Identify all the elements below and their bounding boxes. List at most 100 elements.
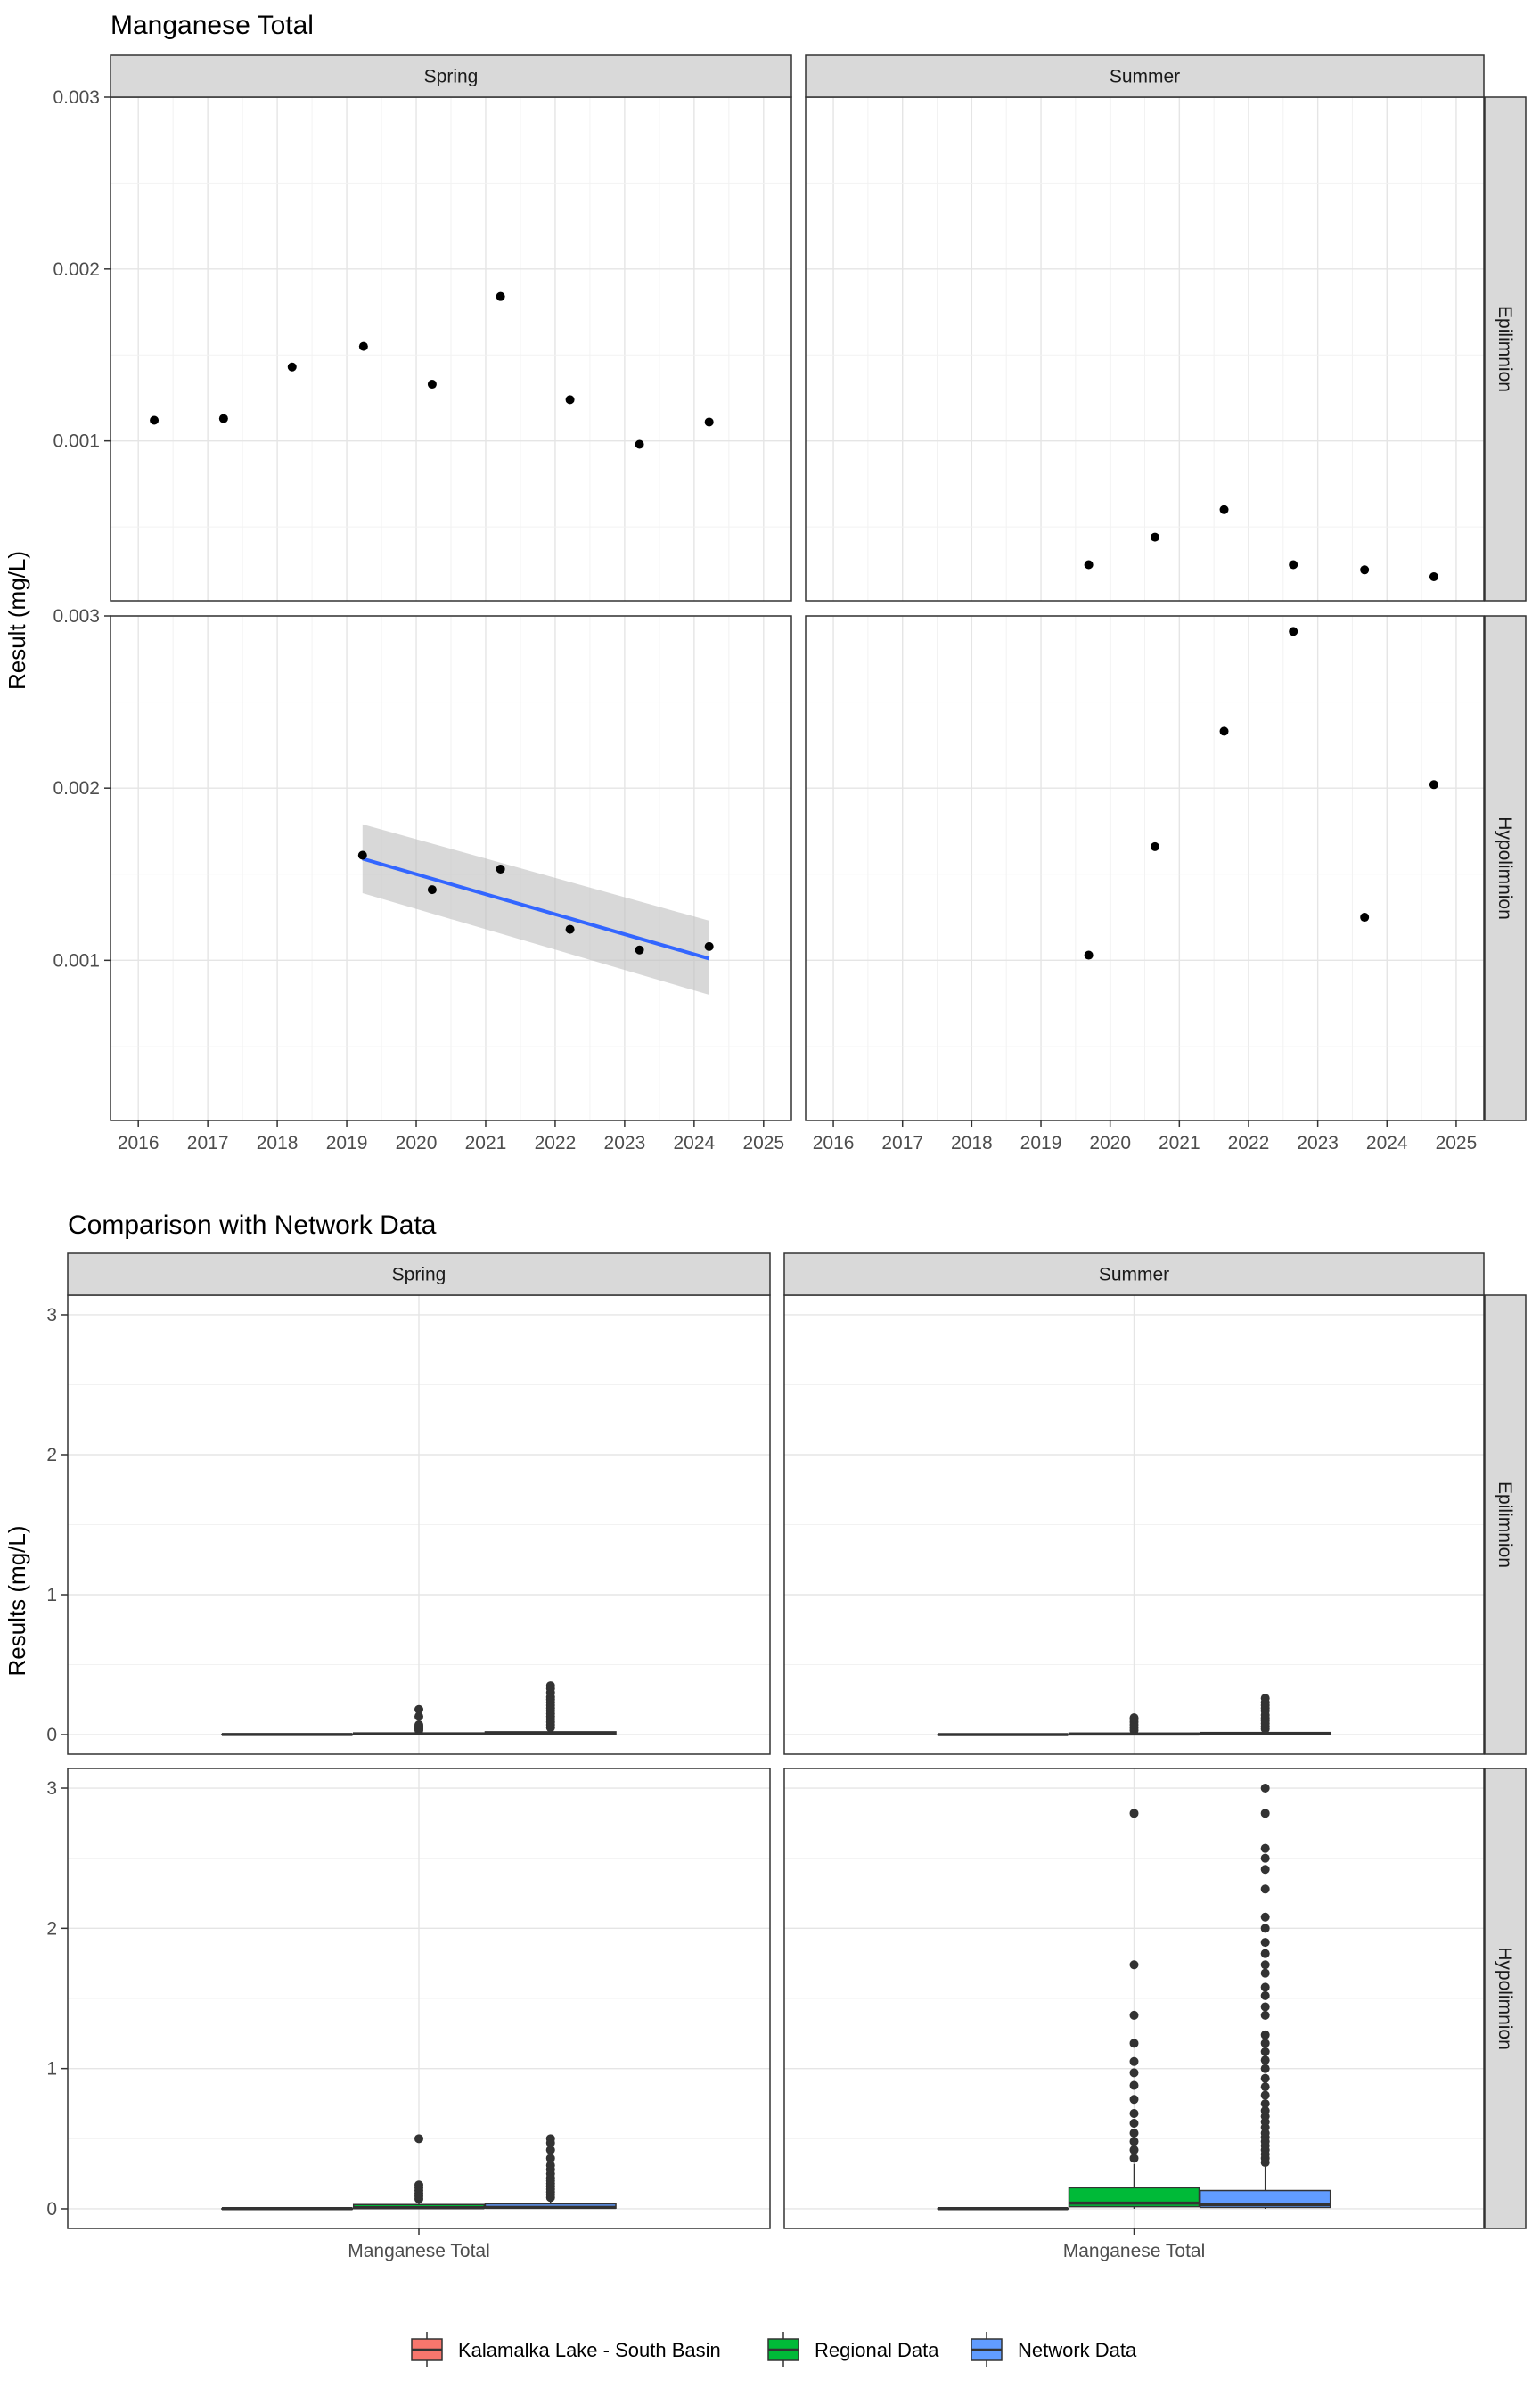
- box-outlier: [1260, 1982, 1270, 1992]
- x-tick-label: 2020: [396, 1133, 438, 1153]
- data-point: [1429, 572, 1438, 582]
- data-point: [496, 291, 505, 301]
- legend-item-regional-data: Regional Data: [767, 2332, 939, 2367]
- data-point: [218, 414, 228, 423]
- trend-line: [362, 857, 710, 961]
- x-tick-label: 2016: [118, 1133, 160, 1153]
- data-point: [1084, 560, 1094, 570]
- data-point: [635, 439, 644, 449]
- box-outlier: [1260, 1884, 1270, 1894]
- box-outlier: [1129, 2010, 1139, 2020]
- box-outlier: [414, 2134, 423, 2144]
- panel-border: [110, 615, 792, 1121]
- box-outlier: [1260, 1912, 1270, 1922]
- chart-title: Comparison with Network Data: [68, 1210, 437, 1240]
- data-point: [1429, 780, 1438, 790]
- box-outlier: [414, 2180, 423, 2190]
- box-outlier: [545, 2134, 555, 2144]
- facet-strip-spring: [110, 54, 792, 98]
- box-outlier: [1260, 1843, 1270, 1853]
- box-outlier: [414, 1704, 423, 1714]
- data-point: [1289, 627, 1298, 636]
- data-point: [427, 885, 437, 895]
- box-outlier: [1260, 2090, 1270, 2100]
- y-axis-label: Results (mg/L): [4, 1525, 30, 1676]
- x-tick-label: Manganese Total: [348, 2241, 490, 2261]
- box-outlier: [1260, 1938, 1270, 1948]
- y-tick-label: 2: [46, 1445, 57, 1465]
- facet-panel-summer-hypolimnion: Manganese Total: [783, 1768, 1485, 2261]
- y-tick-label: 0: [46, 2199, 57, 2220]
- box-outlier: [1260, 1949, 1270, 1958]
- facet-strip-epilimnion: [1484, 96, 1527, 602]
- facet-panel-summer-epilimnion: [783, 1294, 1485, 1755]
- box-outlier: [1260, 2010, 1270, 2020]
- box-outlier: [1260, 1968, 1270, 1978]
- box-outlier: [1129, 2119, 1139, 2129]
- box-network-data: [1199, 1784, 1331, 2209]
- data-point: [1289, 560, 1298, 570]
- facet-strip-label: Epilimnion: [1495, 1481, 1515, 1568]
- legend-item-kalamalka-lake-south-basin: Kalamalka Lake - South Basin: [411, 2332, 721, 2367]
- x-tick-label: 2025: [1436, 1133, 1478, 1153]
- box-regional-data: [1068, 1713, 1200, 1736]
- facet-strip-label: Epilimnion: [1495, 306, 1515, 392]
- facet-strip-summer: [805, 54, 1485, 98]
- box-outlier: [1260, 1865, 1270, 1875]
- box-outlier: [1129, 2080, 1139, 2090]
- data-point: [1084, 950, 1094, 960]
- x-tick-label: 2023: [1297, 1133, 1339, 1153]
- data-point: [357, 850, 367, 860]
- box-outlier: [1260, 2002, 1270, 2012]
- x-tick-label: 2016: [813, 1133, 855, 1153]
- box-outlier: [1260, 2039, 1270, 2048]
- box-outlier: [1129, 2129, 1139, 2138]
- facet-strip-label: Summer: [1099, 1265, 1169, 1285]
- data-point: [704, 417, 714, 427]
- x-tick-label: 2019: [326, 1133, 368, 1153]
- y-tick-label: 0.001: [53, 431, 100, 452]
- data-point: [704, 941, 714, 951]
- y-tick-label: 0.002: [53, 778, 100, 799]
- panel-border: [805, 615, 1485, 1121]
- box-outlier: [1260, 2105, 1270, 2115]
- data-point: [287, 362, 297, 372]
- box-outlier: [1129, 2056, 1139, 2066]
- facet-strip-hypolimnion: [1484, 1768, 1527, 2229]
- facet-panel-spring-hypolimnion: 0.001 0.002 0.003 2016 2017 2018 2019 2020 2021 2…: [53, 606, 792, 1153]
- facet-panel-spring-epilimnion: 0 1 2 3: [46, 1294, 771, 1755]
- x-tick-label: 2019: [1020, 1133, 1062, 1153]
- y-tick-label: 3: [46, 1305, 57, 1325]
- data-point: [1219, 726, 1229, 736]
- x-tick-label: 2017: [881, 1133, 923, 1153]
- data-point: [427, 380, 437, 390]
- box-outlier: [1260, 2098, 1270, 2108]
- facet-panel-summer-hypolimnion: 2016 2017 2018 2019 2020 2021 2022 2023 2024 2025: [805, 615, 1485, 1153]
- y-tick-label: 0.001: [53, 950, 100, 971]
- facet-panel-spring-epilimnion: 0.001 0.002 0.003: [53, 87, 792, 602]
- facet-strip-epilimnion: [1484, 1294, 1527, 1755]
- x-tick-label: 2025: [742, 1133, 784, 1153]
- box-outlier: [1129, 1809, 1139, 1818]
- box-outlier: [545, 2145, 555, 2154]
- box-outlier: [545, 2161, 555, 2170]
- x-tick-label: 2020: [1089, 1133, 1131, 1153]
- box-kalamalka-lake-south-basin: [221, 2207, 354, 2211]
- box-outlier: [1260, 2073, 1270, 2083]
- data-point: [1360, 565, 1370, 575]
- box-outlier: [414, 1711, 423, 1721]
- x-tick-label: 2024: [673, 1133, 715, 1153]
- data-point: [1360, 913, 1370, 923]
- box-outlier: [414, 1720, 423, 1730]
- facet-strip-label: Hypolimnion: [1495, 1947, 1515, 2050]
- legend-item-network-data: Network Data: [971, 2332, 1137, 2367]
- box-regional-data: [352, 1704, 486, 1735]
- data-point: [150, 415, 160, 425]
- y-tick-label: 1: [46, 1585, 57, 1605]
- box-outlier: [1260, 1924, 1270, 1933]
- y-tick-label: 0.003: [53, 606, 100, 627]
- box-network-data: [484, 2134, 617, 2210]
- box-outlier: [1260, 1694, 1270, 1703]
- chart-title: Manganese Total: [111, 11, 314, 40]
- facet-strip-hypolimnion: [1484, 615, 1527, 1121]
